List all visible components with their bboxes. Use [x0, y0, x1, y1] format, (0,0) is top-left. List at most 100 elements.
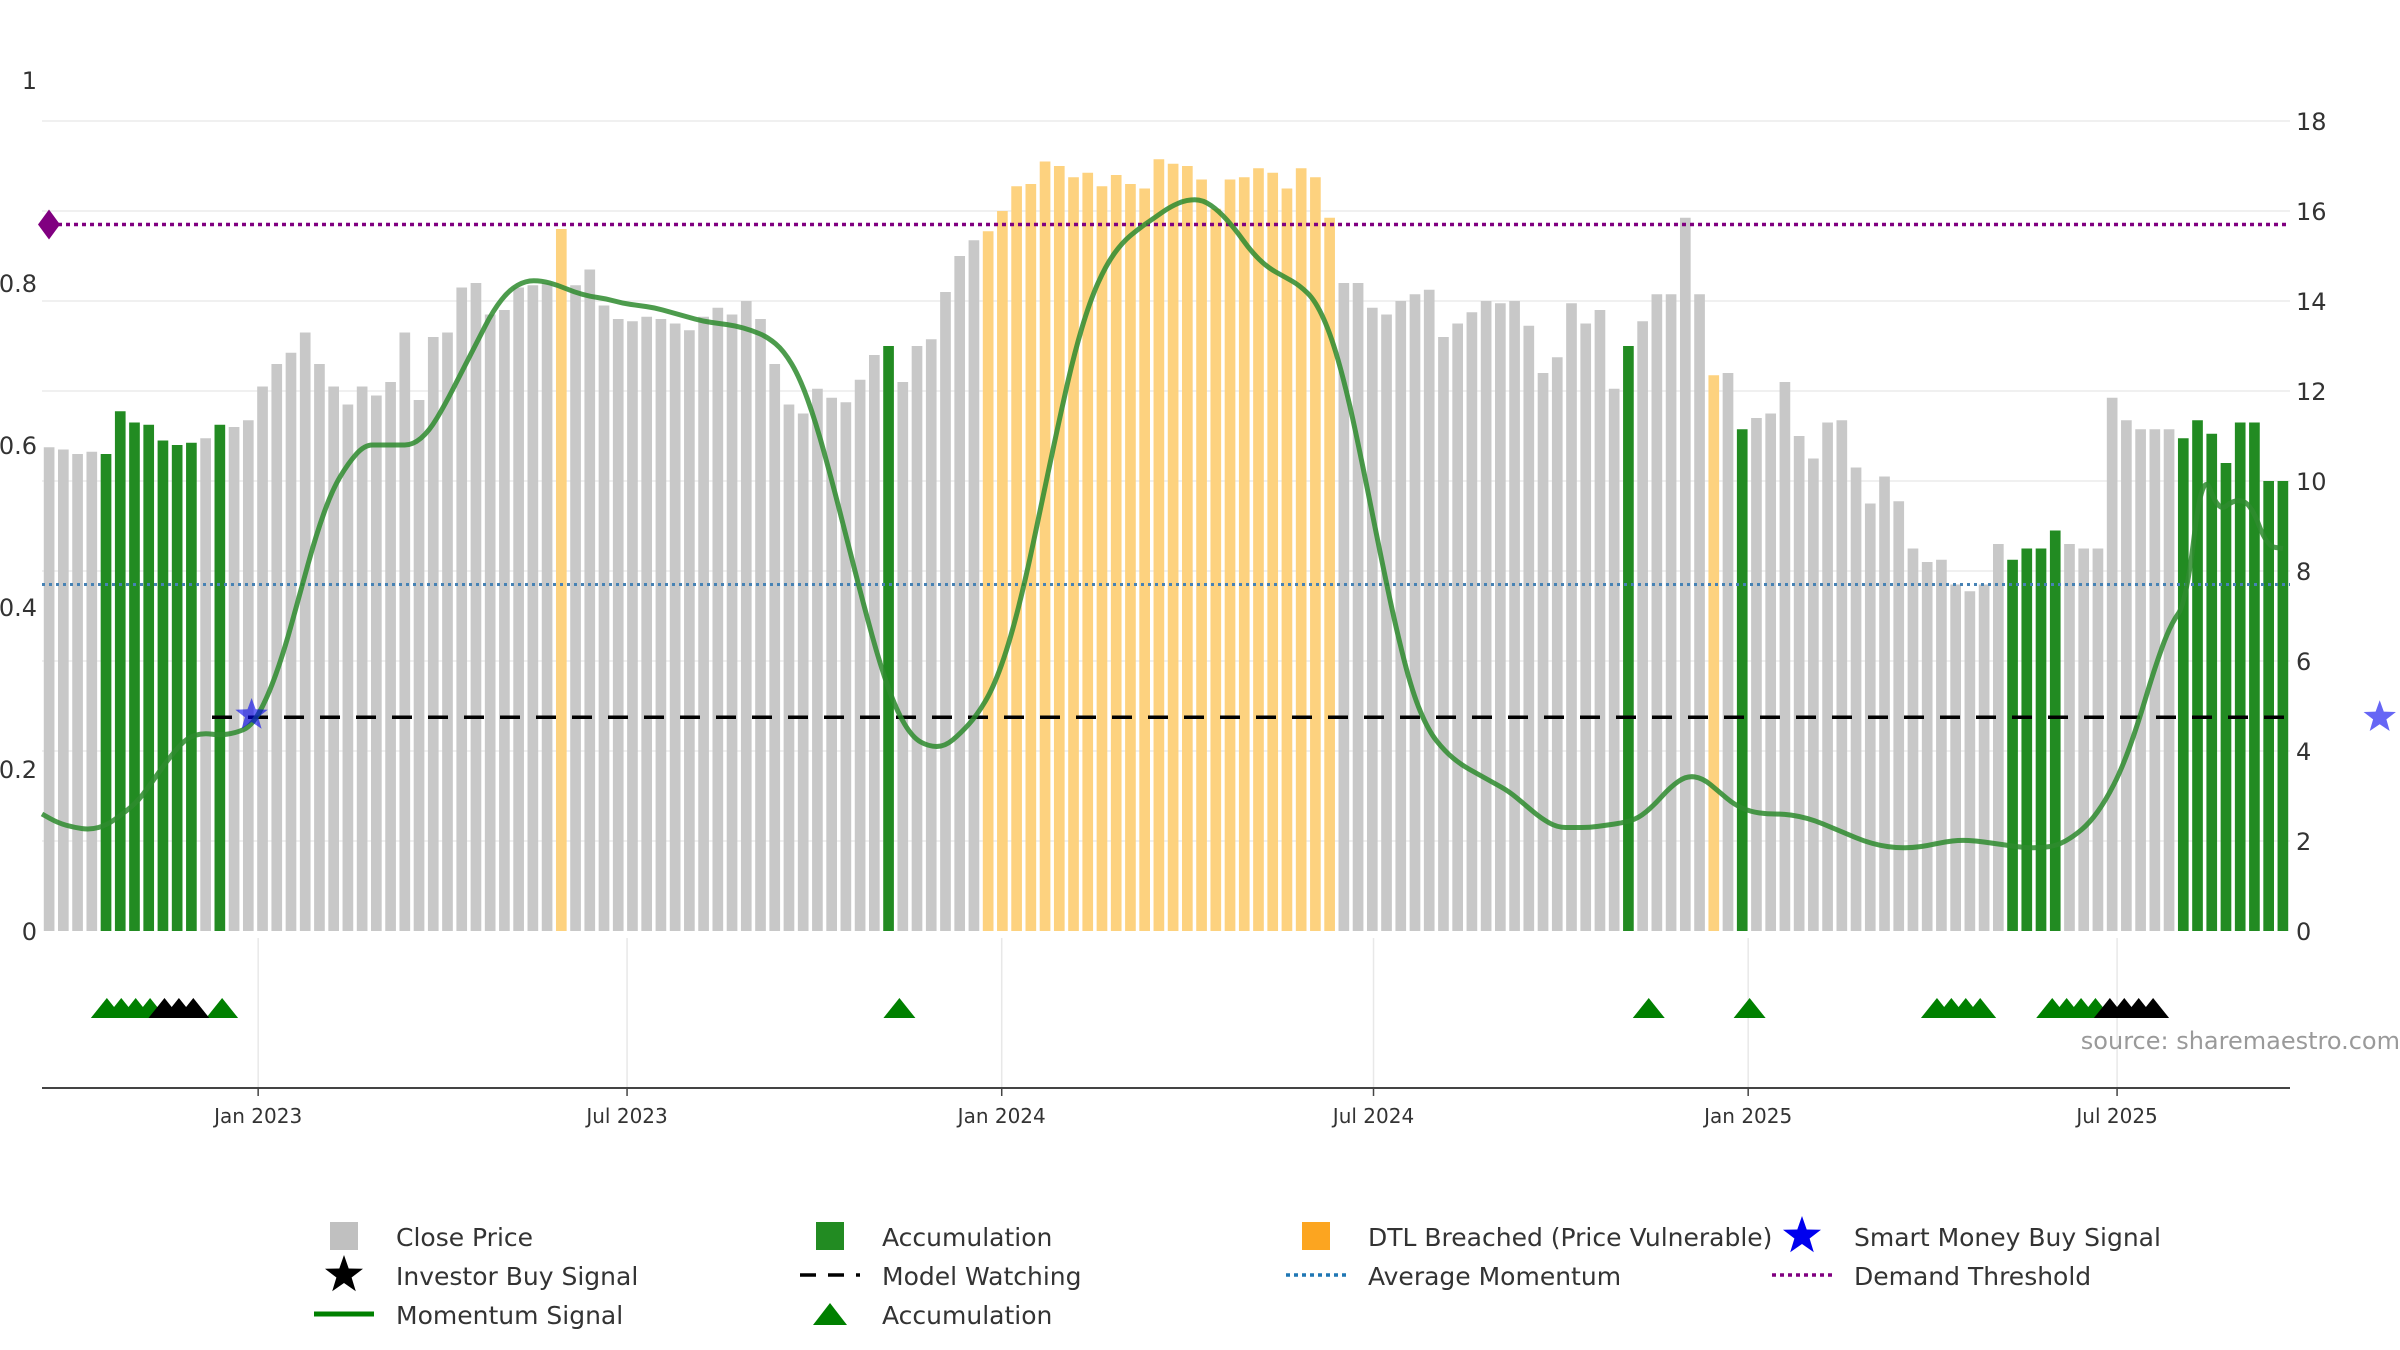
left-tick-label: 0	[22, 918, 37, 946]
momentum-signal-line	[40, 197, 2284, 851]
close-price-bar	[1850, 467, 1862, 931]
dtl-breached-bar	[1238, 177, 1250, 931]
dtl-breached-bar	[1096, 186, 1108, 931]
accumulation-bar	[2249, 422, 2260, 931]
close-price-bar	[911, 346, 923, 931]
close-price-bar	[854, 379, 866, 931]
close-price-bar	[755, 319, 766, 931]
close-price-bar	[684, 330, 695, 931]
close-price-bar	[1381, 314, 1392, 931]
close-price-bar	[1992, 544, 2004, 931]
close-price-bar	[527, 285, 539, 931]
accumulation-bar	[1736, 429, 1748, 931]
close-price-bar	[1537, 373, 1549, 931]
accumulation-bar	[129, 422, 140, 931]
close-price-bar	[1751, 418, 1762, 931]
dtl-breached-bar	[1196, 179, 1207, 931]
close-price-bar	[1679, 217, 1691, 931]
close-price-bar	[456, 287, 468, 931]
close-price-bar	[513, 287, 524, 931]
right-tick-label: 16	[2296, 198, 2327, 226]
dtl-breached-bar	[1310, 177, 1321, 931]
smart-money-buy-star	[2363, 700, 2396, 731]
close-price-bar	[1480, 301, 1492, 931]
close-price-bar	[1466, 312, 1478, 931]
close-price-bar	[612, 319, 624, 931]
dtl-breached-bar	[1324, 217, 1335, 931]
right-tick-label: 10	[2296, 468, 2327, 496]
dtl-breached-bar	[1253, 168, 1264, 931]
accumulation-bar	[171, 445, 183, 931]
close-price-bar	[427, 337, 439, 931]
dtl-breached-bar	[1039, 161, 1051, 931]
dtl-breached-bar	[1068, 177, 1079, 931]
reference-lines	[42, 222, 2290, 719]
legend-label: Momentum Signal	[396, 1301, 623, 1330]
close-price-bar	[1580, 323, 1592, 931]
legend-star	[1783, 1216, 1821, 1253]
close-price-bar	[442, 332, 453, 931]
close-price-bar	[1338, 283, 1350, 931]
x-tick-label: Jan 2023	[212, 1104, 302, 1128]
left-tick-label: 0.6	[0, 432, 37, 460]
legend: Close Price Accumulation DTL Breached (Pri…	[314, 1216, 2161, 1330]
dtl-breached-bar	[1267, 172, 1279, 931]
close-price-bar	[1808, 458, 1819, 931]
close-price-bar	[1779, 382, 1791, 931]
close-price-bar	[812, 388, 823, 931]
close-price-bar	[1352, 283, 1364, 931]
legend-label: Investor Buy Signal	[396, 1262, 638, 1291]
close-price-bar	[470, 283, 482, 931]
close-price-bar	[1694, 294, 1705, 931]
close-price-bar	[1665, 294, 1677, 931]
investor-buy-marker	[177, 998, 210, 1018]
close-price-bar	[769, 364, 781, 931]
right-tick-label: 4	[2296, 738, 2311, 766]
close-price-bar	[826, 397, 837, 931]
accumulation-marker	[1733, 998, 1766, 1018]
momentum-signal-line	[40, 197, 2284, 851]
right-tick-label: 8	[2296, 558, 2311, 586]
bars	[43, 159, 2289, 931]
close-price-bar	[371, 395, 382, 931]
x-tick-label: Jul 2023	[584, 1104, 667, 1128]
close-price-bar	[257, 386, 268, 931]
close-price-bar	[726, 314, 738, 931]
close-price-bar	[797, 413, 809, 931]
accumulation-bar	[157, 440, 169, 931]
close-price-bar	[1722, 373, 1734, 931]
close-price-bar	[271, 364, 283, 931]
accumulation-bar	[114, 411, 126, 931]
close-price-bar	[1509, 301, 1520, 931]
accumulation-bar	[2192, 420, 2203, 931]
dtl-breached-bar	[1053, 166, 1065, 931]
legend-star	[325, 1255, 363, 1292]
dtl-breached-bar	[1139, 188, 1150, 931]
close-price-bar	[1637, 321, 1648, 931]
dtl-breached-bar	[1125, 184, 1136, 931]
accumulation-marker	[1964, 998, 1997, 1018]
legend-label: Accumulation	[882, 1223, 1052, 1252]
close-price-bar	[58, 449, 69, 931]
x-tick-label: Jul 2024	[1331, 1104, 1414, 1128]
accumulation-bar	[2035, 548, 2047, 931]
left-tick-label: 0.4	[0, 594, 37, 622]
close-price-bar	[1793, 436, 1805, 931]
close-price-bar	[783, 404, 795, 931]
dtl-breached-bar	[1167, 163, 1179, 931]
dtl-breached-bar	[1182, 166, 1193, 931]
close-price-bar	[2064, 544, 2075, 931]
right-tick-label: 0	[2296, 918, 2311, 946]
legend-label: Accumulation	[882, 1301, 1052, 1330]
close-price-bar	[2092, 548, 2104, 931]
close-price-bar	[598, 305, 610, 931]
accumulation-marker	[1632, 998, 1665, 1018]
smart-money-buy-star	[235, 698, 268, 729]
legend-swatch	[1302, 1222, 1330, 1250]
close-price-bar	[627, 321, 638, 931]
close-price-bar	[413, 400, 425, 931]
right-tick-label: 2	[2296, 828, 2311, 856]
close-price-bar	[1452, 323, 1464, 931]
close-price-bar	[1395, 301, 1407, 931]
